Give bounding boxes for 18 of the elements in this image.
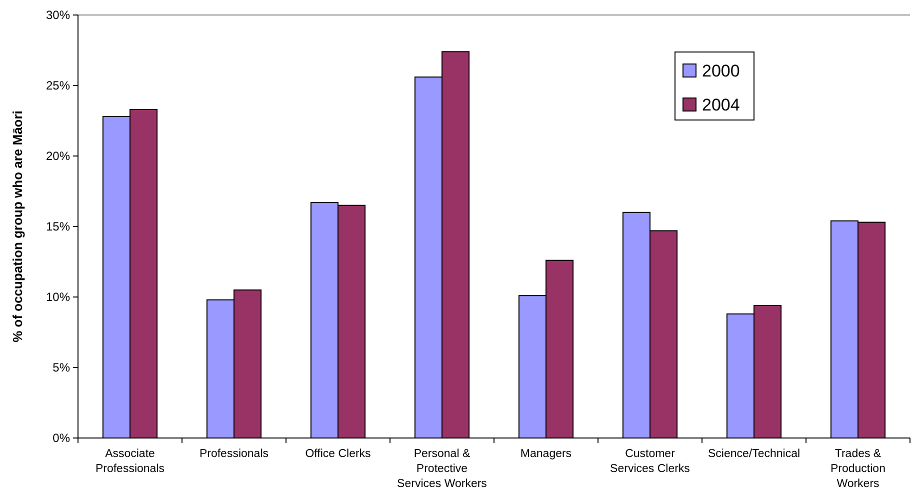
y-tick-label: 30% bbox=[46, 8, 70, 22]
y-tick-label: 5% bbox=[52, 360, 70, 375]
y-tick-label: 20% bbox=[46, 149, 70, 164]
legend-label: 2004 bbox=[702, 95, 740, 114]
x-tick-label: Trades & Production Workers bbox=[830, 448, 886, 490]
y-tick-label: 10% bbox=[46, 290, 70, 304]
x-tick-label: Personal & Protective Services Workers bbox=[397, 448, 488, 490]
x-tick-label: Managers bbox=[520, 448, 572, 460]
x-tick-label: Professionals bbox=[199, 448, 269, 460]
legend-label: 2000 bbox=[702, 61, 740, 80]
y-tick-label: 0% bbox=[52, 431, 70, 446]
y-axis-title: % of occupation group who are Māori bbox=[10, 110, 25, 342]
y-tick-label: 15% bbox=[46, 220, 70, 234]
x-tick-label: Customer Services Clerks bbox=[610, 448, 690, 475]
x-tick-label: Science/Technical bbox=[708, 448, 800, 460]
y-tick-label: 25% bbox=[46, 78, 70, 93]
x-tick-label: Associate Professionals bbox=[95, 448, 165, 475]
x-tick-label: Office Clerks bbox=[305, 448, 372, 460]
